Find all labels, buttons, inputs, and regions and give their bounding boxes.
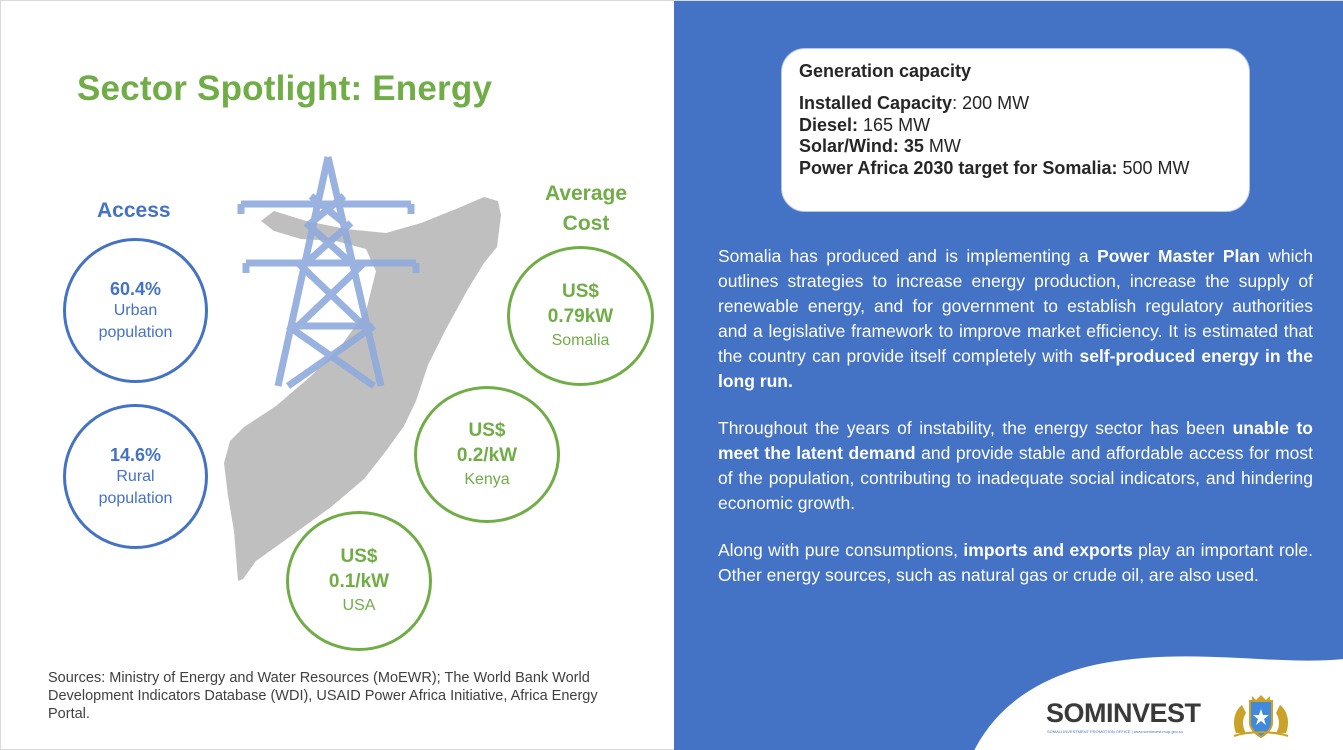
diesel-unit: MW (893, 114, 931, 135)
rural-access-value: 14.6% (109, 444, 162, 465)
paragraph3-bold1: imports and exports (963, 540, 1133, 560)
kenya-cost-value: 0.2/kW (456, 444, 518, 466)
paragraph2-bold1: unable to meet the latent demand (718, 418, 1313, 463)
sources-footnote: Sources: Ministry of Energy and Water Re… (48, 670, 598, 722)
somalia-cost-country: Somalia (551, 332, 610, 349)
paragraph1-text1: Somalia has produced and is implementing… (718, 246, 1098, 266)
installed-capacity-label: Installed Capacity (799, 93, 953, 113)
kenya-cost-circle: US$ 0.2/kW Kenya (414, 386, 560, 523)
somalia-cost-currency: US$ (562, 281, 599, 302)
usa-cost-currency: US$ (340, 546, 378, 567)
average-cost-heading-line2: Cost (562, 212, 610, 235)
installed-capacity-separator: : (952, 93, 963, 113)
solar-wind-line: Solar/Wind: 35 MW (799, 136, 1232, 158)
paragraph-instability: Throughout the years of instability, the… (718, 416, 1313, 516)
generation-capacity-box: Generation capacity Installed Capacity: … (781, 48, 1250, 212)
usa-cost-country: USA (342, 597, 376, 614)
paragraph2-text1: Throughout the years of instability, the… (718, 418, 1233, 438)
kenya-cost-country: Kenya (464, 470, 510, 488)
paragraph3-text2: play an important role. Other energy sou… (718, 540, 1313, 585)
paragraph2-text2: and provide stable and affordable access… (718, 443, 1313, 513)
diesel-line: Diesel: 165 MW (799, 115, 1232, 137)
diesel-value: 165 (858, 114, 894, 135)
somalia-map-shape (224, 197, 501, 581)
solar-wind-value: 35 (903, 136, 924, 156)
paragraph1-text2: which outlines strategies to increase en… (718, 246, 1313, 366)
paragraph1-bold2: self-produced energy in the long run. (718, 346, 1313, 391)
paragraph-imports-exports: Along with pure consumptions, imports an… (718, 538, 1313, 588)
paragraph1-bold1: Power Master Plan (1097, 246, 1260, 266)
diesel-label: Diesel: (799, 114, 859, 135)
urban-access-label-line2: population (98, 323, 173, 341)
urban-access-value: 60.4% (109, 278, 162, 299)
usa-cost-value: 0.1/kW (328, 571, 390, 592)
sominvest-logo: SOMINVEST (1046, 698, 1201, 728)
paragraph3-text1: Along with pure consumptions, (718, 540, 964, 560)
somalia-coat-of-arms-icon (1233, 695, 1289, 739)
installed-capacity-value: 200 (962, 93, 993, 113)
body-text: Somalia has produced and is implementing… (718, 244, 1313, 610)
rural-access-label-line2: population (98, 489, 173, 507)
power-africa-target-value: 500 (1117, 157, 1153, 178)
generation-capacity-title: Generation capacity (799, 61, 972, 81)
rural-access-circle: 14.6% Rural population (63, 404, 208, 549)
rural-access-label-line1: Rural (116, 467, 155, 485)
urban-access-label-line1: Urban (113, 301, 158, 319)
usa-cost-circle: US$ 0.1/kW USA (286, 511, 432, 651)
page-title: Sector Spotlight: Energy (77, 69, 493, 108)
solar-wind-label: Solar/Wind: (799, 136, 904, 156)
somalia-cost-value: 0.79kW (547, 306, 614, 327)
somalia-cost-circle: US$ 0.79kW Somalia (507, 246, 654, 386)
urban-access-circle: 60.4% Urban population (63, 238, 208, 383)
access-heading: Access (97, 199, 171, 222)
average-cost-heading-line1: Average (544, 182, 628, 205)
kenya-cost-currency: US$ (468, 419, 506, 441)
somalia-map-with-pylon-illustration (224, 156, 501, 581)
installed-capacity-unit: MW (992, 93, 1030, 113)
power-africa-target-unit: MW (1152, 157, 1190, 178)
installed-capacity-line: Installed Capacity: 200 MW (799, 93, 1232, 115)
power-pylon-icon (237, 156, 420, 389)
average-cost-heading: Average Cost (533, 179, 639, 239)
power-africa-target-label: Power Africa 2030 target for Somalia: (799, 157, 1118, 178)
sominvest-logo-tagline: SOMALI INVESTMENT PROMOTION OFFICE | www… (1047, 729, 1183, 734)
power-africa-target-line: Power Africa 2030 target for Somalia: 50… (799, 158, 1232, 180)
solar-wind-unit: MW (923, 136, 961, 156)
paragraph-power-master-plan: Somalia has produced and is implementing… (718, 244, 1313, 394)
